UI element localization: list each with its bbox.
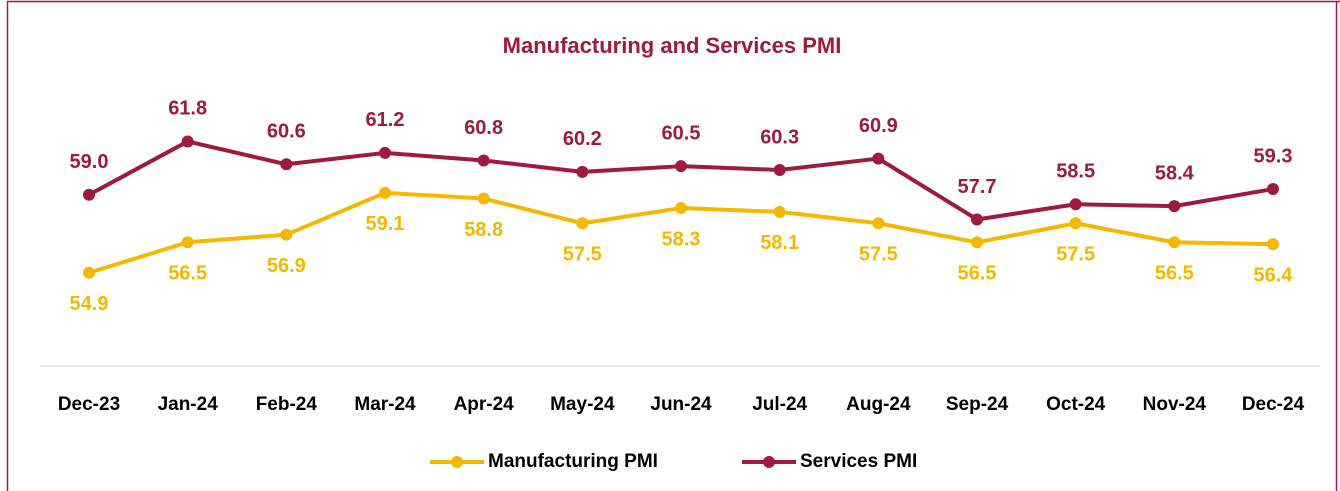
x-tick-label: Jul-24 bbox=[752, 394, 807, 415]
x-tick-label: Dec-23 bbox=[58, 394, 120, 415]
data-point bbox=[477, 192, 490, 205]
data-label: 56.5 bbox=[1155, 263, 1194, 285]
x-tick-label: Mar-24 bbox=[354, 394, 416, 415]
data-label: 57.7 bbox=[958, 176, 997, 198]
data-point bbox=[181, 236, 194, 249]
data-point bbox=[1069, 217, 1082, 230]
data-point bbox=[971, 213, 983, 226]
data-label: 57.5 bbox=[1056, 244, 1095, 266]
data-point bbox=[181, 135, 194, 148]
data-label: 56.4 bbox=[1254, 264, 1294, 286]
data-point bbox=[773, 205, 786, 218]
data-label: 60.8 bbox=[464, 117, 503, 139]
data-point bbox=[379, 146, 391, 159]
data-label: 58.4 bbox=[1155, 162, 1195, 184]
data-label: 60.3 bbox=[760, 126, 799, 148]
x-tick-label: Aug-24 bbox=[846, 394, 911, 415]
data-label: 56.5 bbox=[958, 263, 997, 285]
data-point bbox=[872, 152, 885, 165]
data-label: 58.5 bbox=[1056, 161, 1095, 183]
data-label: 58.8 bbox=[464, 219, 503, 241]
data-label: 60.2 bbox=[563, 128, 602, 150]
data-point bbox=[872, 217, 885, 230]
data-point bbox=[280, 158, 293, 171]
x-tick-label: Feb-24 bbox=[256, 394, 318, 415]
data-label: 59.3 bbox=[1254, 145, 1293, 167]
data-point bbox=[1168, 236, 1181, 249]
data-point bbox=[971, 236, 983, 249]
data-point bbox=[1168, 200, 1181, 213]
data-label: 59.1 bbox=[366, 213, 405, 235]
data-point bbox=[675, 202, 687, 215]
data-label: 61.8 bbox=[168, 98, 207, 120]
data-label: 58.3 bbox=[662, 228, 701, 250]
data-label: 54.9 bbox=[70, 293, 109, 315]
data-label: 59.0 bbox=[70, 151, 109, 173]
data-point bbox=[477, 154, 490, 167]
data-point bbox=[1069, 198, 1082, 211]
legend-label: Services PMI bbox=[800, 451, 917, 472]
data-point bbox=[576, 165, 589, 178]
x-tick-label: Jun-24 bbox=[650, 394, 712, 415]
data-label: 60.9 bbox=[859, 115, 898, 137]
data-point bbox=[379, 186, 391, 199]
data-label: 56.5 bbox=[168, 263, 207, 285]
data-point bbox=[83, 266, 95, 279]
data-point bbox=[675, 160, 687, 173]
data-point bbox=[1267, 183, 1279, 196]
data-point bbox=[1267, 238, 1279, 251]
data-label: 60.6 bbox=[267, 121, 306, 143]
x-tick-label: May-24 bbox=[550, 394, 615, 415]
x-tick-label: Sep-24 bbox=[946, 394, 1009, 415]
data-label: 61.2 bbox=[366, 109, 405, 131]
data-point bbox=[576, 217, 589, 230]
data-point bbox=[773, 163, 786, 176]
data-point bbox=[280, 228, 293, 241]
data-label: 57.5 bbox=[563, 244, 602, 266]
data-label: 57.5 bbox=[859, 244, 898, 266]
legend-marker bbox=[451, 456, 463, 468]
x-tick-label: Nov-24 bbox=[1143, 394, 1207, 415]
data-label: 60.5 bbox=[662, 122, 701, 144]
chart-title: Manufacturing and Services PMI bbox=[503, 33, 842, 58]
x-tick-label: Dec-24 bbox=[1242, 394, 1305, 415]
x-tick-label: Oct-24 bbox=[1046, 394, 1106, 415]
data-label: 56.9 bbox=[267, 255, 306, 277]
legend-label: Manufacturing PMI bbox=[488, 451, 658, 472]
x-tick-label: Apr-24 bbox=[454, 394, 515, 415]
data-label: 58.1 bbox=[760, 232, 799, 254]
x-tick-label: Jan-24 bbox=[158, 394, 219, 415]
legend-marker bbox=[763, 456, 775, 468]
data-point bbox=[83, 188, 95, 201]
